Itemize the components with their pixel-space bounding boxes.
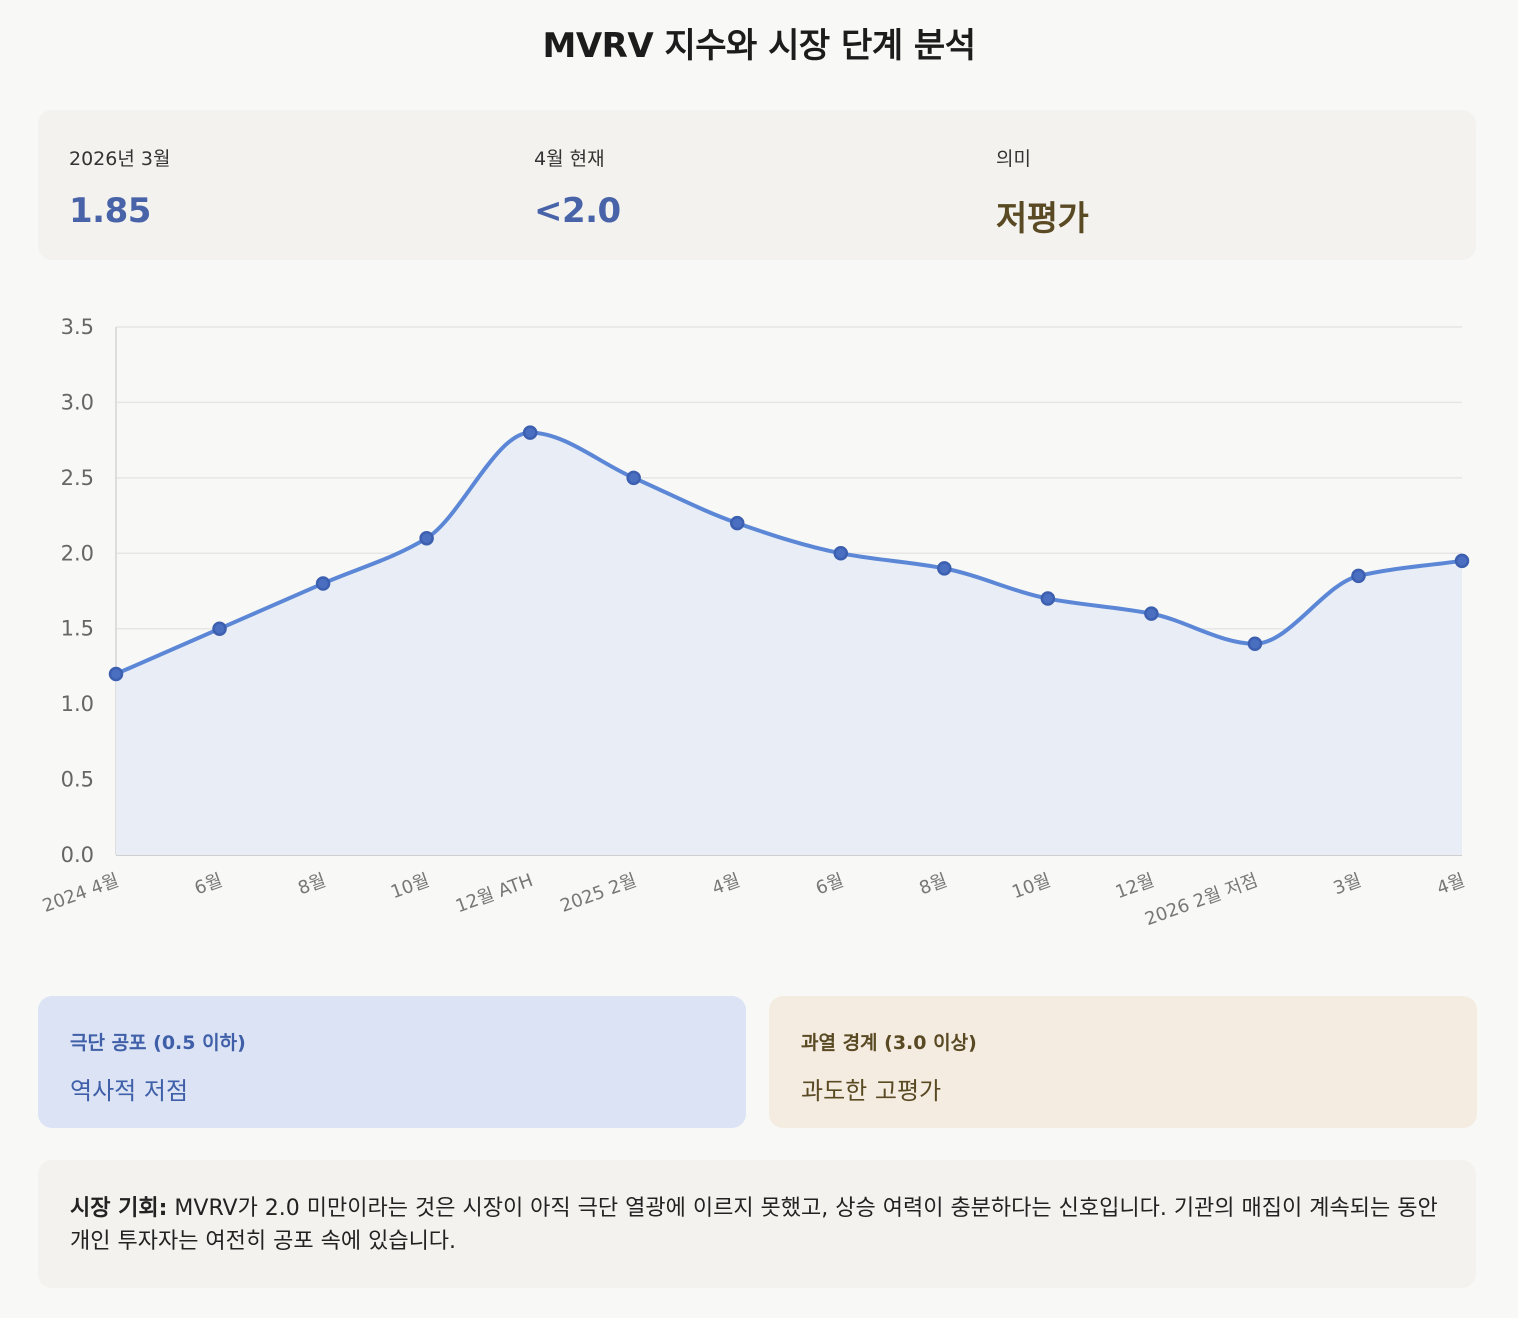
- stats-panel: 2026년 3월 1.85 4월 현재 <2.0 의미 저평가: [38, 110, 1476, 260]
- stat-meaning: 의미 저평가: [996, 144, 1089, 240]
- x-tick-label: 4월: [1434, 870, 1468, 899]
- data-point: [108, 666, 124, 682]
- x-tick-label: 12월 ATH: [453, 870, 536, 917]
- data-point: [1144, 606, 1159, 621]
- data-point: [1247, 636, 1263, 652]
- x-tick-label: 2025 2월: [557, 870, 639, 917]
- data-point: [315, 576, 331, 591]
- data-point: [729, 515, 745, 531]
- y-tick-label: 0.0: [61, 843, 94, 867]
- stat-label: 의미: [996, 148, 1031, 170]
- area-fill: [116, 432, 1462, 855]
- note-text: MVRV가 2.0 미만이라는 것은 시장이 아직 극단 열광에 이르지 못했고…: [70, 1196, 1438, 1254]
- stat-value: <2.0: [534, 191, 621, 231]
- data-point: [1454, 553, 1470, 569]
- stat-label: 2026년 3월: [69, 148, 171, 170]
- mvrv-line-chart: 0.0 0.5 1.0 1.5 2.0 2.5 3.0 3.5 2024 4월 6월 8월 10월 12…: [40, 315, 1470, 930]
- data-point: [1351, 568, 1366, 584]
- x-tick-label: 4월: [709, 870, 743, 899]
- y-tick-label: 3.0: [61, 390, 94, 414]
- data-point: [937, 561, 952, 576]
- market-note: 시장 기회: MVRV가 2.0 미만이라는 것은 시장이 아직 극단 열광에 …: [38, 1160, 1476, 1288]
- x-tick-label: 12월: [1113, 870, 1157, 903]
- data-point: [419, 530, 434, 546]
- x-tick-label: 6월: [813, 870, 847, 899]
- x-tick-label: 2024 4월: [40, 870, 122, 917]
- x-tick-label: 10월: [388, 870, 432, 903]
- fear-value: 역사적 저점: [70, 1077, 189, 1105]
- x-tick-label: 2026 2월 저점: [1142, 870, 1260, 930]
- y-tick-label: 3.5: [61, 315, 94, 339]
- stat-label: 4월 현재: [534, 148, 605, 170]
- stat-april: 4월 현재 <2.0: [534, 144, 621, 231]
- stat-value: 저평가: [996, 199, 1089, 239]
- stat-march: 2026년 3월 1.85: [69, 144, 170, 231]
- overheat-label: 과열 경계 (3.0 이상): [801, 1032, 977, 1054]
- stat-value: 1.85: [69, 191, 151, 231]
- data-point: [833, 546, 849, 561]
- y-tick-label: 0.5: [61, 768, 94, 792]
- y-tick-label: 2.0: [61, 541, 94, 565]
- x-tick-label: 3월: [1331, 870, 1365, 899]
- data-point: [522, 425, 538, 440]
- y-tick-label: 1.0: [61, 692, 94, 716]
- note-label: 시장 기회:: [70, 1196, 168, 1221]
- x-tick-label: 8월: [917, 870, 951, 899]
- data-point: [212, 621, 227, 636]
- y-tick-label: 1.5: [61, 617, 94, 641]
- x-tick-label: 8월: [295, 870, 329, 899]
- overheat-value: 과도한 고평가: [801, 1077, 942, 1105]
- x-tick-label: 10월: [1009, 870, 1053, 903]
- page-title: MVRV 지수와 시장 단계 분석: [542, 26, 976, 66]
- data-point: [626, 470, 641, 486]
- fear-label: 극단 공포 (0.5 이하): [70, 1032, 246, 1054]
- x-tick-label: 6월: [192, 870, 226, 899]
- data-point: [1040, 591, 1056, 606]
- mvrv-chart: 0.0 0.5 1.0 1.5 2.0 2.5 3.0 3.5 2024 4월 6월 8월 10월 12…: [0, 290, 1518, 950]
- y-tick-label: 2.5: [61, 466, 94, 490]
- extreme-fear-card: 극단 공포 (0.5 이하) 역사적 저점: [38, 996, 746, 1128]
- overheat-card: 과열 경계 (3.0 이상) 과도한 고평가: [769, 996, 1477, 1128]
